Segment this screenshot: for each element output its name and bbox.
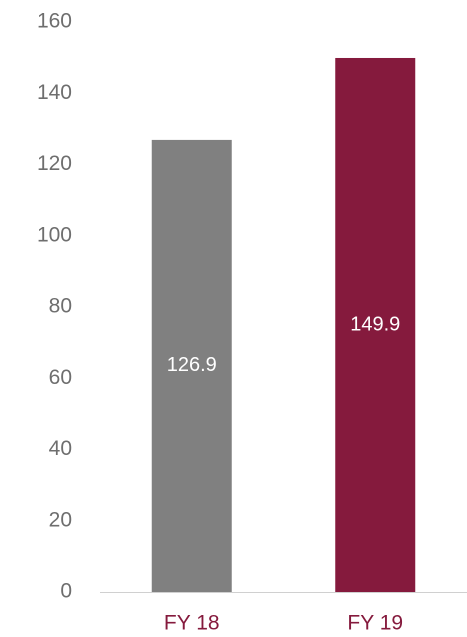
y-tick-label: 120: [37, 152, 72, 175]
y-tick-label: 0: [60, 580, 72, 603]
x-axis-labels: FY 18 FY 19: [164, 612, 403, 635]
y-tick-label: 100: [37, 223, 72, 246]
y-tick-label: 40: [49, 437, 72, 460]
data-label: 149.9: [350, 313, 400, 335]
y-tick-label: 80: [49, 295, 72, 318]
bar-fy-18: [151, 139, 232, 592]
y-tick-label: 60: [49, 366, 72, 389]
x-category-label: FY 19: [347, 612, 403, 635]
y-tick-label: 20: [49, 508, 72, 531]
bar-fy-19: [335, 57, 416, 592]
data-label: 126.9: [167, 354, 217, 376]
x-category-label: FY 18: [164, 612, 220, 635]
y-tick-label: 140: [37, 81, 72, 104]
y-axis-ticks: 0 20 40 60 80 100 120 140 160: [37, 10, 72, 603]
bars: 126.9 149.9: [151, 57, 416, 592]
y-tick-label: 160: [37, 10, 72, 33]
